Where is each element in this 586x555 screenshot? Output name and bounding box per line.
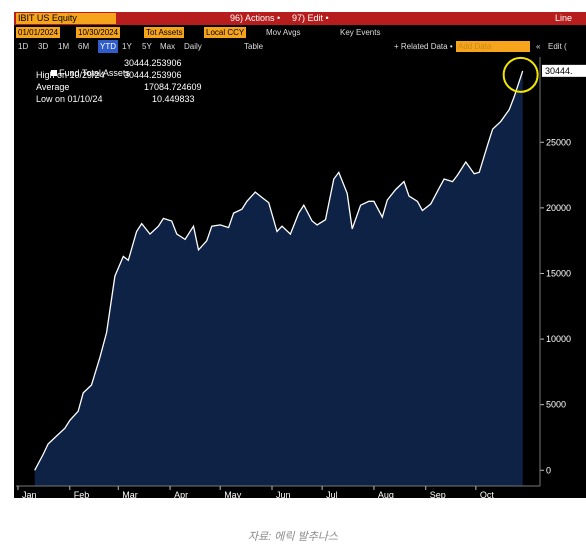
- x-tick-label: Apr: [174, 490, 188, 498]
- table-button[interactable]: Table: [244, 42, 264, 51]
- y-tick-label: 0: [546, 465, 551, 475]
- y-tick-label: 15000: [546, 268, 571, 278]
- legend-value-fund: 30444.253906: [124, 58, 182, 68]
- range-toolbar: 1D 3D 1M 6M YTD 1Y 5Y Max Daily Table + …: [14, 40, 586, 53]
- x-tick-label: Sep: [430, 490, 446, 498]
- field-selector[interactable]: Tot Assets: [144, 27, 185, 38]
- range-5y[interactable]: 5Y: [142, 42, 152, 51]
- chart-area: 0 5000 10000 15000 20000 25000 Jan Feb Mar Apr May…: [16, 56, 586, 498]
- x-tick-label: Feb: [74, 490, 90, 498]
- legend-value-average: 17084.724609: [144, 82, 202, 92]
- ticker-field[interactable]: IBIT US Equity: [16, 13, 116, 24]
- range-ytd[interactable]: YTD: [98, 40, 118, 53]
- edit-menu[interactable]: 97) Edit •: [292, 13, 329, 23]
- legend-label-high: High on 10/29/24: [36, 70, 105, 80]
- legend-label-average: Average: [36, 82, 70, 92]
- x-tick-label: Aug: [378, 490, 394, 498]
- edit-right-button[interactable]: Edit (: [548, 42, 567, 51]
- legend-label-fund: Fund Total Assets: [59, 68, 130, 78]
- series-line-fund-total-assets: [34, 70, 524, 471]
- y-tick-label: 5000: [546, 400, 566, 410]
- legend-swatch: [51, 70, 58, 76]
- y-tick-label: 25000: [546, 137, 571, 147]
- related-data-menu[interactable]: + Related Data •: [394, 42, 453, 51]
- x-tick-label: May: [224, 490, 242, 498]
- add-data-field[interactable]: Add Data: [456, 41, 530, 52]
- collapse-icon[interactable]: «: [536, 42, 541, 51]
- source-caption: 자료: 에릭 발추나스: [247, 531, 339, 543]
- range-1y[interactable]: 1Y: [122, 42, 132, 51]
- legend-value-low: 10.449833: [152, 94, 195, 104]
- currency-selector[interactable]: Local CCY: [204, 27, 247, 38]
- title-bar: IBIT US Equity 96) Actions • 97) Edit • …: [14, 12, 586, 25]
- start-date-field[interactable]: 01/01/2024: [16, 27, 61, 38]
- chart-type-label[interactable]: Line: [555, 13, 573, 23]
- legend-value-high: 30444.253906: [124, 70, 182, 80]
- end-date-field[interactable]: 10/30/2024: [76, 27, 121, 38]
- x-tick-label: Mar: [122, 490, 138, 498]
- last-value-label: 30444.: [545, 66, 573, 76]
- actions-menu[interactable]: 96) Actions •: [230, 13, 281, 23]
- legend-label-low: Low on 01/10/24: [36, 94, 103, 104]
- last-value-box: [542, 64, 586, 77]
- chart-window: IBIT US Equity 96) Actions • 97) Edit • …: [14, 12, 586, 498]
- x-tick-label: Jan: [22, 490, 37, 498]
- range-1m[interactable]: 1M: [58, 42, 70, 51]
- frequency-selector[interactable]: Daily: [184, 42, 202, 51]
- area-fill: [34, 70, 523, 487]
- y-tick-label: 20000: [546, 203, 571, 213]
- date-toolbar: 01/01/2024 10/30/2024 Tot Assets Local C…: [14, 26, 586, 39]
- y-tick-label: 10000: [546, 334, 571, 344]
- highlight-circle: [502, 56, 539, 93]
- range-max[interactable]: Max: [160, 42, 176, 51]
- range-3d[interactable]: 3D: [38, 42, 49, 51]
- mov-avgs-toggle[interactable]: Mov Avgs: [266, 28, 301, 37]
- range-1d[interactable]: 1D: [18, 42, 29, 51]
- x-tick-label: Oct: [480, 490, 495, 498]
- legend: Fund Total Assets 30444.253906 High on 1…: [26, 58, 206, 110]
- key-events-toggle[interactable]: Key Events: [340, 28, 381, 37]
- x-tick-label: Jul: [326, 490, 338, 498]
- x-tick-label: Jun: [276, 490, 291, 498]
- range-6m[interactable]: 6M: [78, 42, 90, 51]
